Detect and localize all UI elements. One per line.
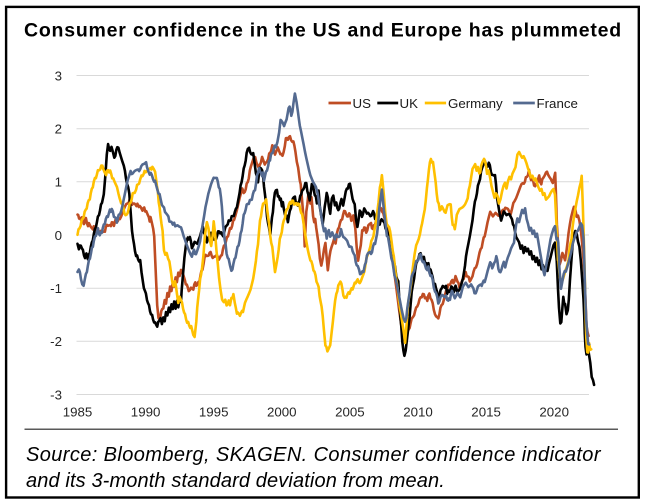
svg-text:-2: -2 bbox=[50, 334, 62, 349]
svg-text:2020: 2020 bbox=[539, 405, 569, 420]
svg-text:UK: UK bbox=[400, 96, 419, 111]
svg-text:2000: 2000 bbox=[267, 405, 297, 420]
svg-text:France: France bbox=[537, 96, 578, 111]
svg-text:Consumer confidence in the US: Consumer confidence in the US and Europe… bbox=[24, 20, 622, 42]
svg-text:2015: 2015 bbox=[471, 405, 501, 420]
svg-text:-3: -3 bbox=[50, 387, 62, 402]
svg-text:1995: 1995 bbox=[199, 405, 229, 420]
svg-text:-1: -1 bbox=[50, 281, 62, 296]
svg-text:and its 3-month standard devia: and its 3-month standard deviation from … bbox=[26, 470, 445, 492]
svg-text:US: US bbox=[353, 96, 372, 111]
svg-text:Source: Bloomberg, SKAGEN. Con: Source: Bloomberg, SKAGEN. Consumer conf… bbox=[26, 444, 602, 466]
svg-text:2005: 2005 bbox=[335, 405, 365, 420]
svg-text:1: 1 bbox=[55, 175, 62, 190]
svg-text:1990: 1990 bbox=[131, 405, 161, 420]
svg-text:1985: 1985 bbox=[63, 405, 93, 420]
svg-text:3: 3 bbox=[55, 68, 62, 83]
svg-text:2010: 2010 bbox=[403, 405, 433, 420]
svg-text:0: 0 bbox=[55, 228, 62, 243]
svg-text:Germany: Germany bbox=[448, 96, 503, 111]
svg-text:2: 2 bbox=[55, 122, 62, 137]
